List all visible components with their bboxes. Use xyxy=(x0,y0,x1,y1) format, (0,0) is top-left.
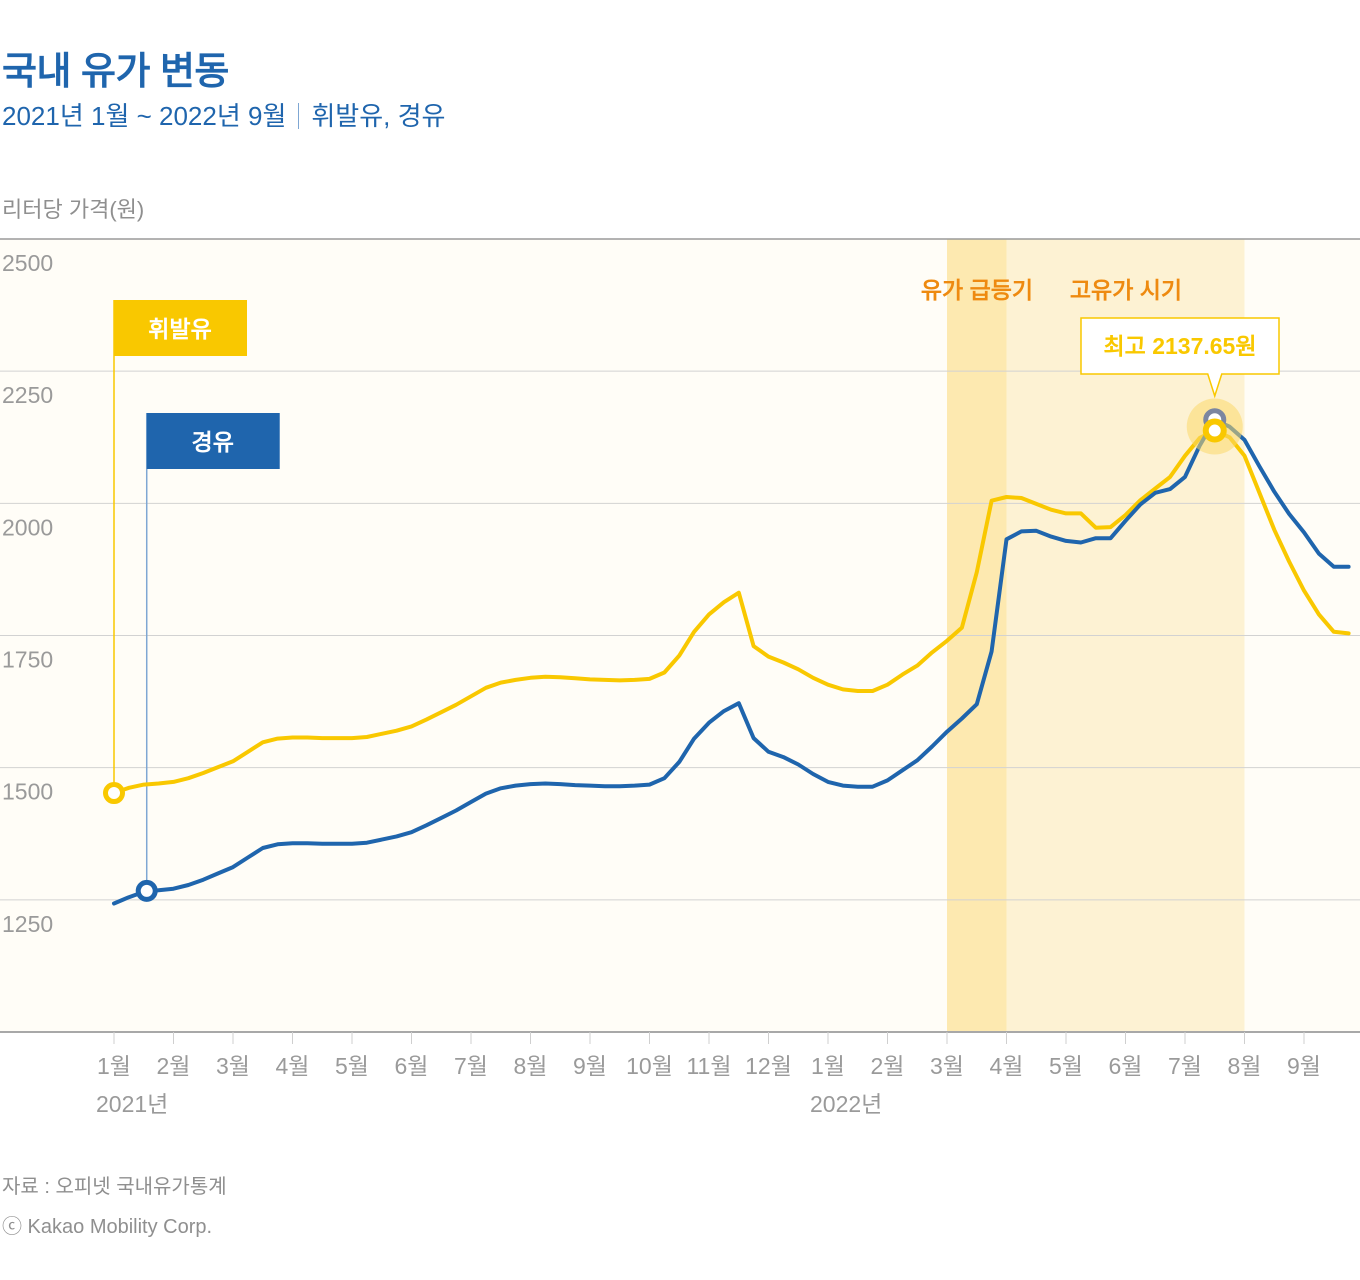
legend-flag-gasoline xyxy=(114,300,247,356)
legend-label-diesel: 경유 xyxy=(192,429,234,455)
x-tick-label: 10월 xyxy=(626,1053,673,1079)
grid-lines xyxy=(0,238,1360,1033)
peak-callout-label: 최고 2137.65원 xyxy=(1103,333,1256,359)
x-tick-label: 4월 xyxy=(990,1053,1024,1079)
subtitle-period: 2021년 1월 ~ 2022년 9월 xyxy=(2,101,287,131)
x-year-label: 2021년 xyxy=(96,1091,168,1117)
x-year-label: 2022년 xyxy=(810,1091,882,1117)
x-tick-label: 5월 xyxy=(1049,1053,1083,1079)
x-tick-label: 8월 xyxy=(514,1053,548,1079)
data-source: 자료 : 오피넷 국내유가통계 xyxy=(2,1176,227,1198)
start-marker-diesel xyxy=(135,879,158,902)
x-tick-label: 1월 xyxy=(811,1053,845,1079)
x-tick-label: 9월 xyxy=(573,1053,607,1079)
y-tick-label: 2000 xyxy=(2,514,53,540)
y-axis-label: 리터당 가격(원) xyxy=(2,197,145,222)
chart-title: 국내 유가 변동 xyxy=(2,51,229,93)
subtitle-separator xyxy=(298,103,300,129)
x-tick-label: 7월 xyxy=(454,1053,488,1079)
x-tick-label: 2월 xyxy=(871,1053,905,1079)
x-tick-label: 8월 xyxy=(1228,1053,1262,1079)
x-tick-label: 3월 xyxy=(216,1053,250,1079)
peak-callout-box xyxy=(1080,317,1280,399)
x-tick-label: 7월 xyxy=(1168,1053,1202,1079)
series-line-gasoline xyxy=(112,428,1351,795)
x-tick-labels: 1월 2월 3월 4월 5월 6월 7월 8월 9월 10월 11월 12월 1월 2월 3월 4월 5월 6월 7… xyxy=(96,1032,1321,1117)
y-tick-label: 1250 xyxy=(2,911,53,937)
x-tick-label: 12월 xyxy=(745,1053,792,1079)
subtitle-fuels: 휘발유, 경유 xyxy=(311,101,446,131)
y-tick-label: 1750 xyxy=(2,647,53,673)
y-tick-label: 2250 xyxy=(2,382,53,408)
x-tick-label: 4월 xyxy=(276,1053,310,1079)
x-tick-label: 6월 xyxy=(395,1053,429,1079)
legend-label-gasoline: 휘발유 xyxy=(148,316,211,342)
x-tick-label: 3월 xyxy=(930,1053,964,1079)
band-label: 유가 급등기 xyxy=(921,277,1033,303)
x-tick-label: 9월 xyxy=(1287,1053,1321,1079)
x-tick-label: 1월 xyxy=(97,1053,131,1079)
x-tick-label: 5월 xyxy=(335,1053,369,1079)
chart-subtitle: 2021년 1월 ~ 2022년 9월 휘발유, 경유 xyxy=(2,96,445,133)
y-tick-label: 2500 xyxy=(2,250,53,276)
start-marker-gasoline xyxy=(103,782,125,805)
oil-price-chart: 1250 1500 1750 2000 2250 2500 1월 2월 3월 4월 5월 6월 7월 8… xyxy=(0,238,1360,1117)
x-tick-label: 2월 xyxy=(157,1053,191,1079)
x-tick-label: 11월 xyxy=(686,1053,731,1079)
legend-flag-diesel xyxy=(146,413,280,469)
series-lines xyxy=(112,417,1351,906)
copyright: ⓒ Kakao Mobility Corp. xyxy=(2,1216,213,1238)
series-line-diesel xyxy=(112,417,1351,906)
x-tick-label: 6월 xyxy=(1109,1053,1143,1079)
y-tick-label: 1500 xyxy=(2,779,53,805)
band-label: 고유가 시기 xyxy=(1070,277,1182,303)
y-tick-labels: 1250 1500 1750 2000 2250 2500 xyxy=(2,250,53,937)
peak-marker-gasoline xyxy=(1202,418,1227,443)
